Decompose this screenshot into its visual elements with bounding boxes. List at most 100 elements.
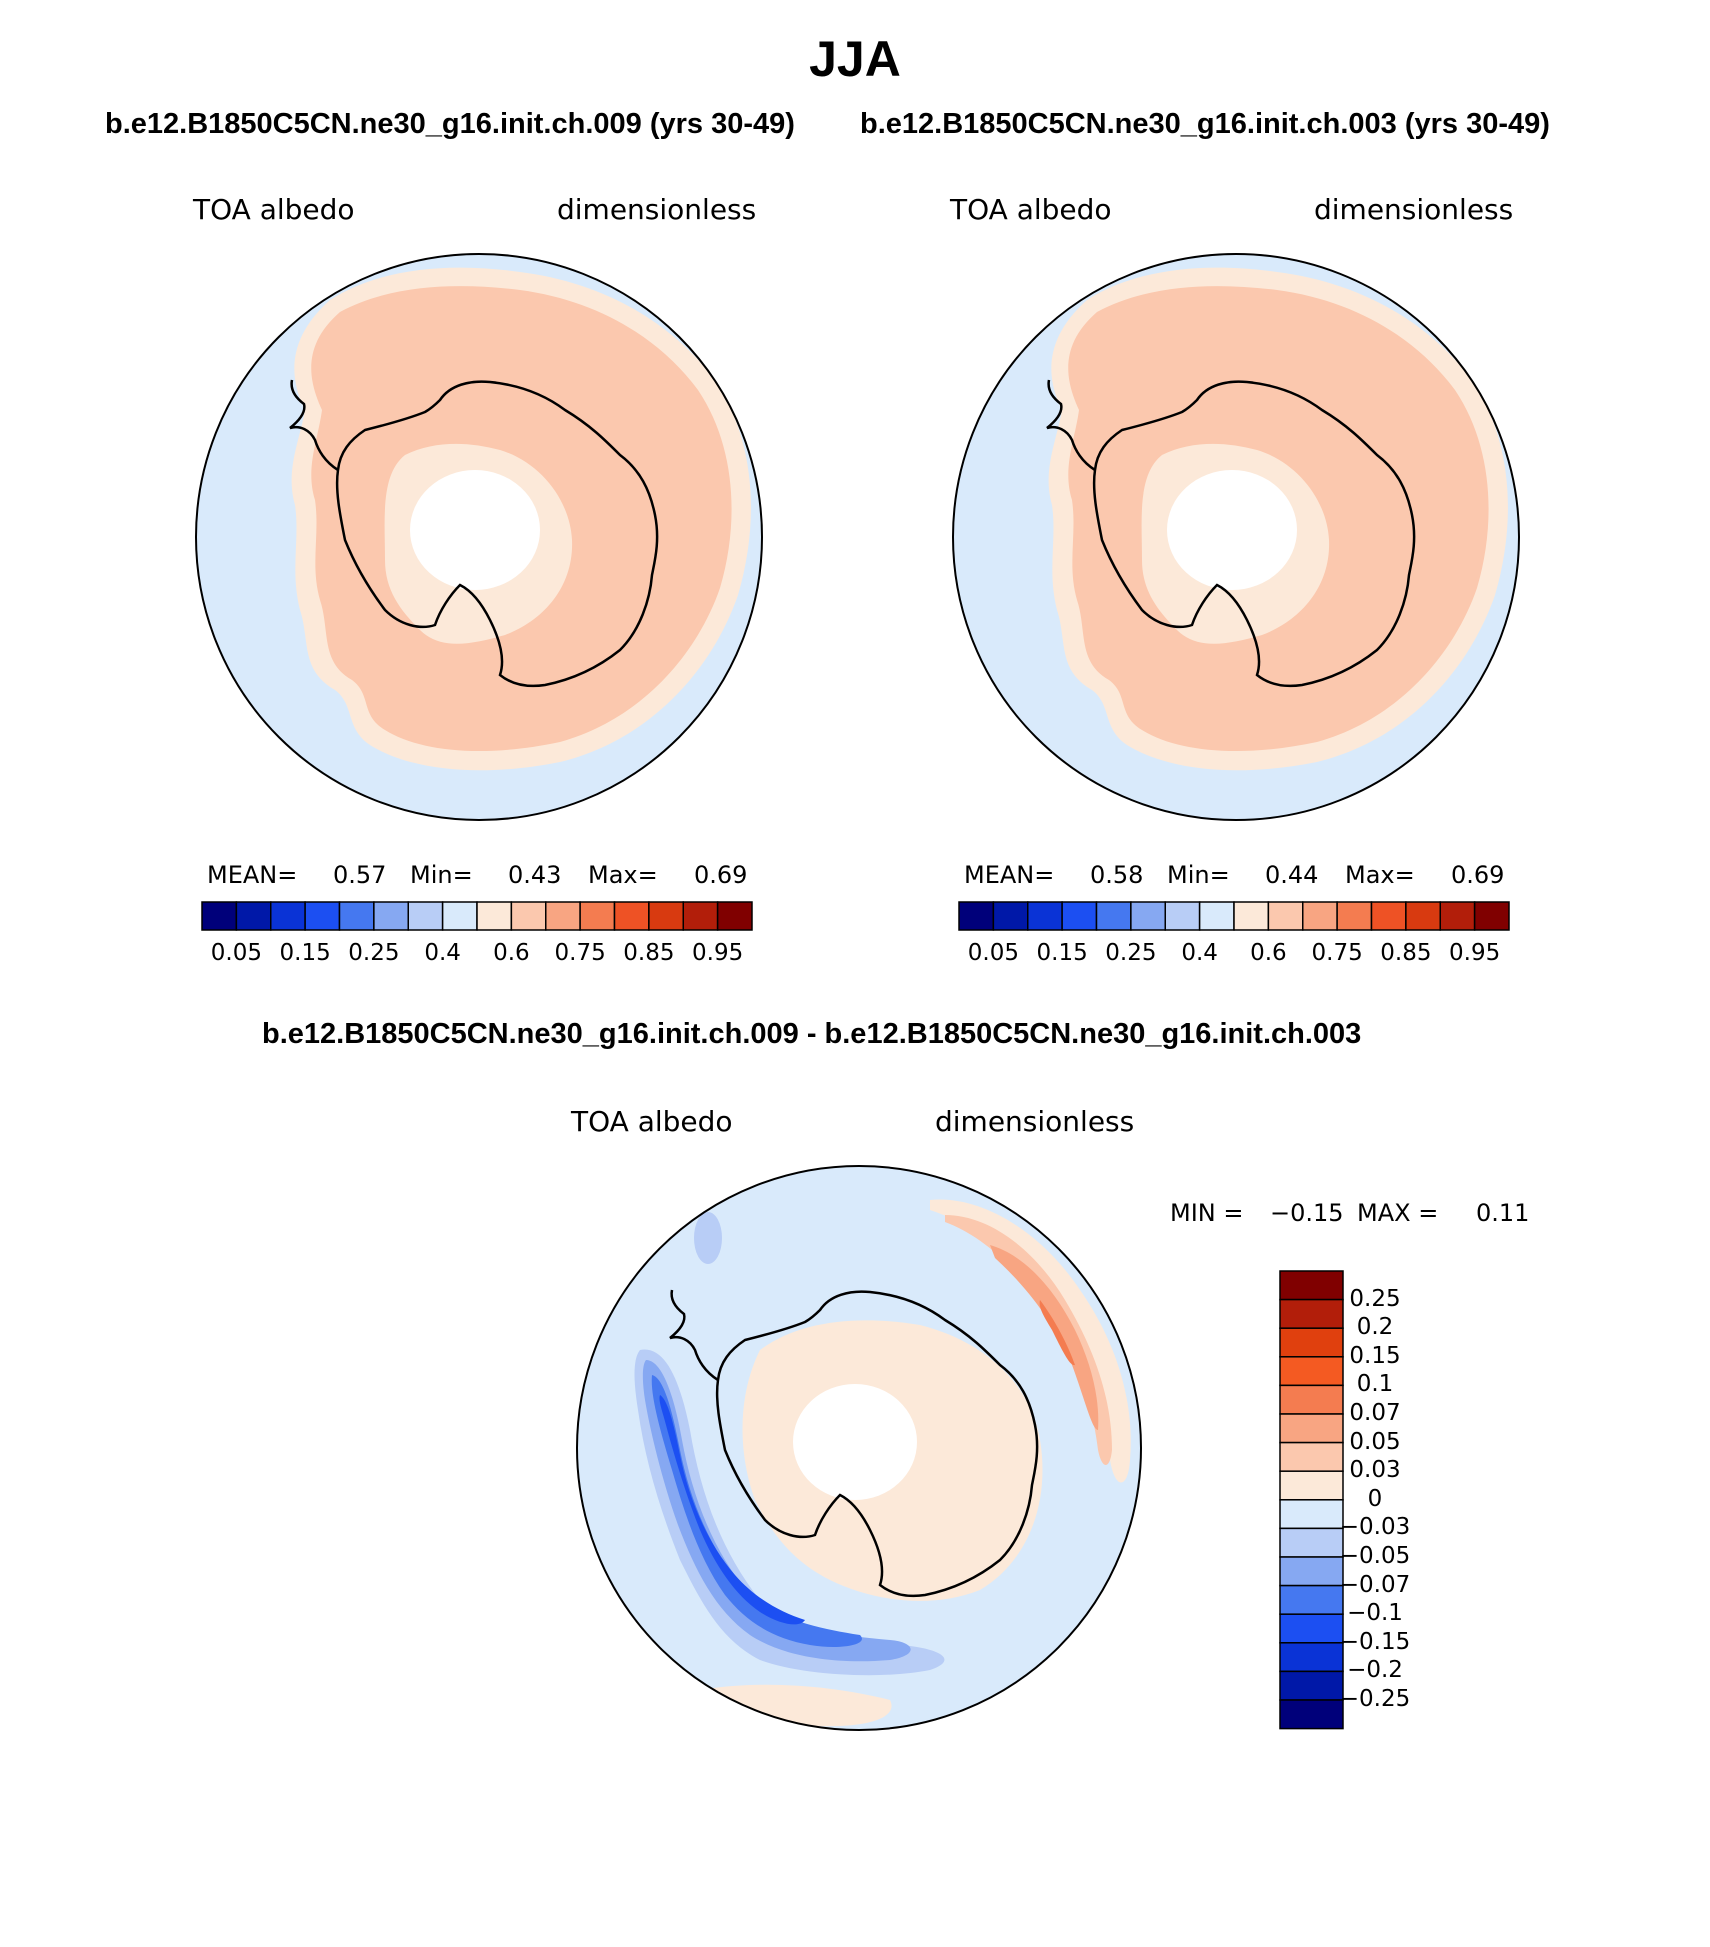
panel2-colorbar-swatch [1473, 901, 1510, 931]
diff-colorbar-tick-label: 0.07 [1349, 1400, 1401, 1426]
panel2-colorbar-swatch [1027, 901, 1063, 931]
diff-colorbar-swatch [1279, 1642, 1344, 1673]
panel2-colorbar-tick-label: 0.95 [1449, 940, 1501, 966]
diff-colorbar-swatch [1279, 1699, 1344, 1730]
diff-negative-band-mid [642, 1360, 911, 1662]
panel1-colorbar-swatch [613, 901, 650, 931]
panel1-colorbar-tick-label: 0.85 [623, 940, 675, 966]
diff-colorbar-tick-label: −0.07 [1339, 1571, 1411, 1598]
panel2-colorbar-swatch [992, 901, 1029, 931]
diff-colorbar-swatch [1279, 1499, 1344, 1530]
diff-colorbar-tick-label: −0.25 [1339, 1686, 1411, 1712]
panel2-colorbar [958, 901, 1510, 931]
diff-colorbar-swatch [1279, 1584, 1344, 1615]
panel2-colorbar-swatch [1370, 901, 1407, 931]
panel1-colorbar [201, 901, 753, 931]
panel2-colorbar-swatch [1095, 901, 1132, 931]
panel1-colorbar-tick-label: 0.25 [348, 940, 400, 966]
panel2-colorbar-swatch [1405, 901, 1441, 931]
diff-negative-nw-patch [694, 1212, 722, 1264]
diff-subtitle: b.e12.B1850C5CN.ne30_g16.init.ch.009 - b… [262, 1018, 1362, 1050]
panel1-min-value: 0.43 [508, 861, 562, 889]
diff-colorbar-tick-label: −0.03 [1339, 1514, 1411, 1541]
diff-colorbar-swatch [1279, 1270, 1344, 1301]
panel2-missing-data [1167, 470, 1297, 590]
panel2-min-label: Min= [1167, 861, 1230, 889]
panel2-colorbar-tick-label: 0.05 [967, 940, 1019, 966]
panel1-colorbar-swatch [373, 901, 409, 931]
diff-colorbar-swatch [1279, 1670, 1344, 1701]
diff-colorbar-swatch [1279, 1327, 1344, 1358]
diff-colorbar-swatch [1279, 1556, 1344, 1587]
panel2-map-border [952, 253, 1520, 821]
diff-colorbar-swatch [1279, 1470, 1344, 1501]
diff-map-border [576, 1165, 1142, 1731]
panel2-antarctica-coast [1092, 380, 1416, 688]
panel1-colorbar-tick-label: 0.4 [424, 940, 461, 966]
diff-antarctica-coast [715, 1290, 1039, 1598]
panel1-colorbar-tick-label: 0.6 [493, 940, 530, 966]
panel2-colorbar-tick-label: 0.6 [1250, 940, 1287, 966]
panel1-map-border [195, 253, 763, 821]
panel2-max-value: 0.69 [1451, 861, 1505, 889]
panel1-max-value: 0.69 [694, 861, 748, 889]
figure-title: JJA [809, 31, 901, 87]
panel1-colorbar-tick-label: 0.95 [692, 940, 744, 966]
panel2-colorbar-tick-label: 0.75 [1311, 940, 1363, 966]
panel2-colorbar-swatch [958, 901, 995, 931]
diff-colorbar-tick-label: 0.1 [1356, 1371, 1394, 1398]
panel1-colorbar-swatch [579, 901, 616, 931]
panel2-colorbar-swatch [1336, 901, 1373, 931]
panel2-colorbar-tick-label: 0.4 [1181, 940, 1218, 966]
panel2-colorbar-tick-label: 0.15 [1036, 940, 1088, 966]
panel2-colorbar-swatch [1302, 901, 1338, 931]
panel2-colorbar-swatch [1061, 901, 1098, 931]
diff-colorbar [1279, 1270, 1344, 1730]
diff-min-label: MIN = [1170, 1199, 1244, 1227]
panel2-mean-label: MEAN= [964, 861, 1055, 889]
diff-colorbar-tick-label: 0.25 [1349, 1285, 1401, 1312]
diff-colorbar-swatch [1279, 1441, 1344, 1472]
panel2-colorbar-swatch [1164, 901, 1201, 931]
panel2-variable: TOA albedo [950, 193, 1112, 226]
diff-max-value: 0.11 [1476, 1199, 1530, 1227]
diff-positive-ne-max [1039, 1300, 1075, 1366]
diff-colorbar-tick-label: −0.05 [1339, 1543, 1411, 1569]
diff-colorbar-tick-label: 0.15 [1349, 1342, 1401, 1369]
right-subtitle: b.e12.B1850C5CN.ne30_g16.init.ch.003 (yr… [860, 108, 1550, 140]
diff-colorbar-swatch [1279, 1613, 1344, 1644]
panel2-map [952, 253, 1520, 821]
diff-map [576, 1165, 1142, 1731]
diff-variable: TOA albedo [571, 1105, 733, 1138]
panel1-units: dimensionless [557, 193, 757, 226]
panel2-colorbar-tick-label: 0.25 [1105, 940, 1157, 966]
diff-min-value: −0.15 [1270, 1199, 1344, 1227]
panel1-colorbar-swatch [545, 901, 581, 931]
panel1-min-label: Min= [410, 861, 473, 889]
panel1-colorbar-swatch [510, 901, 547, 931]
panel1-mean-value: 0.57 [333, 861, 387, 889]
panel1-peninsula [289, 379, 339, 472]
panel1-colorbar-swatch [476, 901, 513, 931]
panel2-colorbar-swatch [1267, 901, 1304, 931]
panel1-colorbar-swatch [441, 901, 478, 931]
panel2-colorbar-swatch [1130, 901, 1166, 931]
diff-colorbar-swatch [1279, 1356, 1344, 1387]
panel1-colorbar-swatch [682, 901, 719, 931]
panel1-colorbar-swatch [716, 901, 753, 931]
diff-negative-band-max [659, 1395, 805, 1625]
panel1-colorbar-swatch [235, 901, 272, 931]
panel1-max-label: Max= [588, 861, 658, 889]
panel1-colorbar-swatch [201, 901, 238, 931]
panel1-colorbar-tick-label: 0.05 [210, 940, 262, 966]
diff-colorbar-swatch [1279, 1413, 1344, 1444]
diff-max-label: MAX = [1357, 1199, 1439, 1227]
panel1-colorbar-swatch [304, 901, 341, 931]
panel1-colorbar-swatch [407, 901, 444, 931]
panel2-max-label: Max= [1345, 861, 1415, 889]
panel2-colorbar-tick-label: 0.85 [1380, 940, 1432, 966]
diff-colorbar-tick-label: 0.2 [1356, 1314, 1394, 1341]
diff-colorbar-swatch [1279, 1298, 1344, 1329]
panel1-missing-data [410, 470, 540, 590]
panel1-mean-label: MEAN= [207, 861, 298, 889]
